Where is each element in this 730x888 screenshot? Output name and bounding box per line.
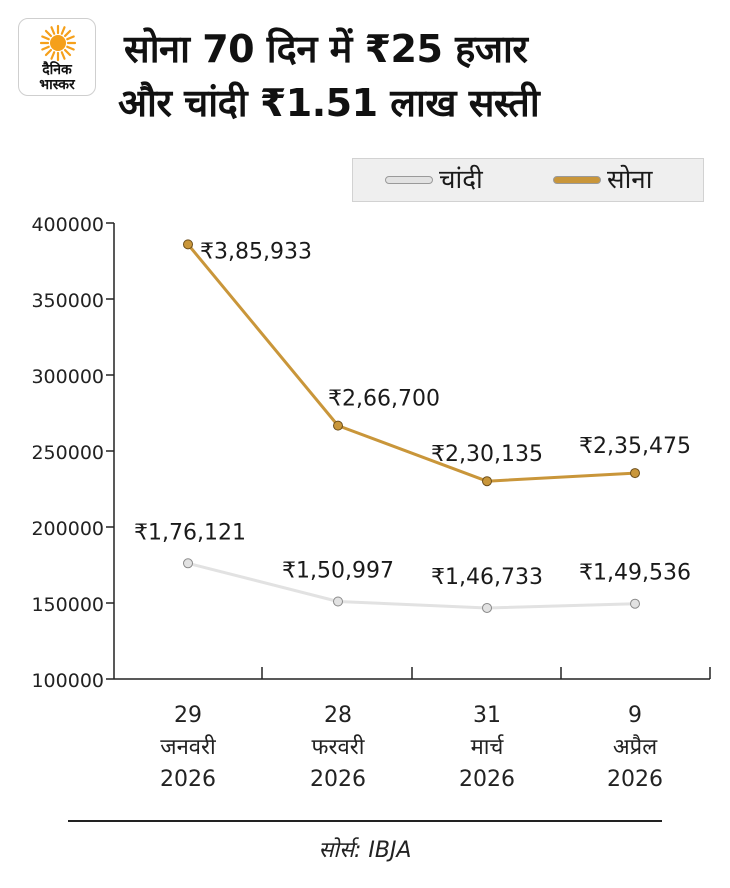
x-tick-label: फरवरी: [312, 734, 365, 760]
silver-series-line: [187, 561, 636, 610]
x-tick-label: जनवरी: [160, 734, 216, 760]
x-tick-label: 2026: [607, 767, 663, 792]
y-tick-label: 100000: [31, 670, 104, 692]
sun-icon: [39, 24, 77, 62]
y-tick-label: 400000: [31, 214, 104, 236]
sun-ray: [44, 29, 53, 38]
chart-legend: चांदी सोना: [352, 158, 704, 202]
silver-data-label: ₹1,46,733: [431, 565, 543, 590]
legend-item-gold: सोना: [553, 159, 652, 201]
x-tick-label: मार्च: [471, 734, 505, 760]
gold-data-point: [630, 468, 640, 479]
sun-ray: [66, 45, 75, 51]
y-tick-label: 150000: [31, 594, 104, 616]
sun-ray: [41, 45, 50, 51]
sun-ray: [60, 26, 66, 35]
silver-data-label: ₹1,50,997: [282, 558, 394, 583]
legend-label-gold: सोना: [607, 165, 653, 195]
gold-series-line: [186, 243, 636, 483]
silver-data-label: ₹1,49,536: [579, 561, 691, 586]
x-tick-label: 29: [174, 703, 202, 728]
y-tick-label: 350000: [31, 290, 104, 312]
footer-divider: [68, 820, 662, 822]
gold-data-point: [482, 476, 492, 487]
gold-data-point: [183, 239, 193, 250]
silver-data-label: ₹1,76,121: [134, 520, 246, 545]
gold-data-point: [333, 420, 343, 431]
sun-ray: [50, 51, 56, 60]
title-line-2: और चांदी ₹1.51 लाख सस्ती: [118, 81, 540, 125]
sun-ray: [63, 48, 72, 57]
legend-label-silver: चांदी: [439, 165, 483, 195]
x-tick-label: 31: [473, 703, 501, 728]
silver-data-point: [183, 558, 193, 569]
x-tick-label: अप्रैल: [613, 734, 658, 760]
legend-swatch-silver: [385, 176, 433, 184]
gold-data-label: ₹3,85,933: [200, 239, 312, 264]
brand-name-line1: दैनिक: [42, 62, 72, 78]
sun-ray: [66, 35, 75, 41]
silver-data-point: [482, 602, 492, 613]
brand-name-line2: भास्कर: [39, 77, 75, 93]
y-tick-label: 200000: [31, 518, 104, 540]
brand-logo: दैनिक भास्कर: [18, 18, 96, 96]
x-tick-label: 2026: [459, 767, 515, 792]
x-tick-label: 9: [628, 703, 642, 728]
x-tick-label: 2026: [310, 767, 366, 792]
y-tick-label: 300000: [31, 366, 104, 388]
gold-data-label: ₹2,35,475: [579, 434, 691, 459]
legend-item-silver: चांदी: [385, 159, 483, 201]
x-tick-label: 28: [324, 703, 352, 728]
title-line-1: सोना 70 दिन में ₹25 हजार: [124, 27, 528, 71]
chart-title: सोना 70 दिन में ₹25 हजार और चांदी ₹1.51 …: [118, 22, 718, 130]
line-chart: 100000 150000 200000 250000 300000 350000 4000…: [31, 214, 711, 792]
y-tick-label: 250000: [31, 442, 104, 464]
sun-ray: [50, 26, 56, 35]
silver-data-point: [630, 598, 640, 609]
sun-ray: [60, 51, 66, 60]
source-note: सोर्स: IBJA: [318, 838, 412, 863]
gold-data-label: ₹2,66,700: [328, 387, 440, 412]
silver-data-point: [333, 596, 343, 607]
sun-ray: [63, 29, 72, 38]
sun-ray: [41, 35, 50, 41]
gold-data-label: ₹2,30,135: [431, 442, 543, 467]
x-tick-label: 2026: [160, 767, 216, 792]
sun-ray: [44, 48, 53, 57]
legend-swatch-gold: [553, 176, 601, 184]
